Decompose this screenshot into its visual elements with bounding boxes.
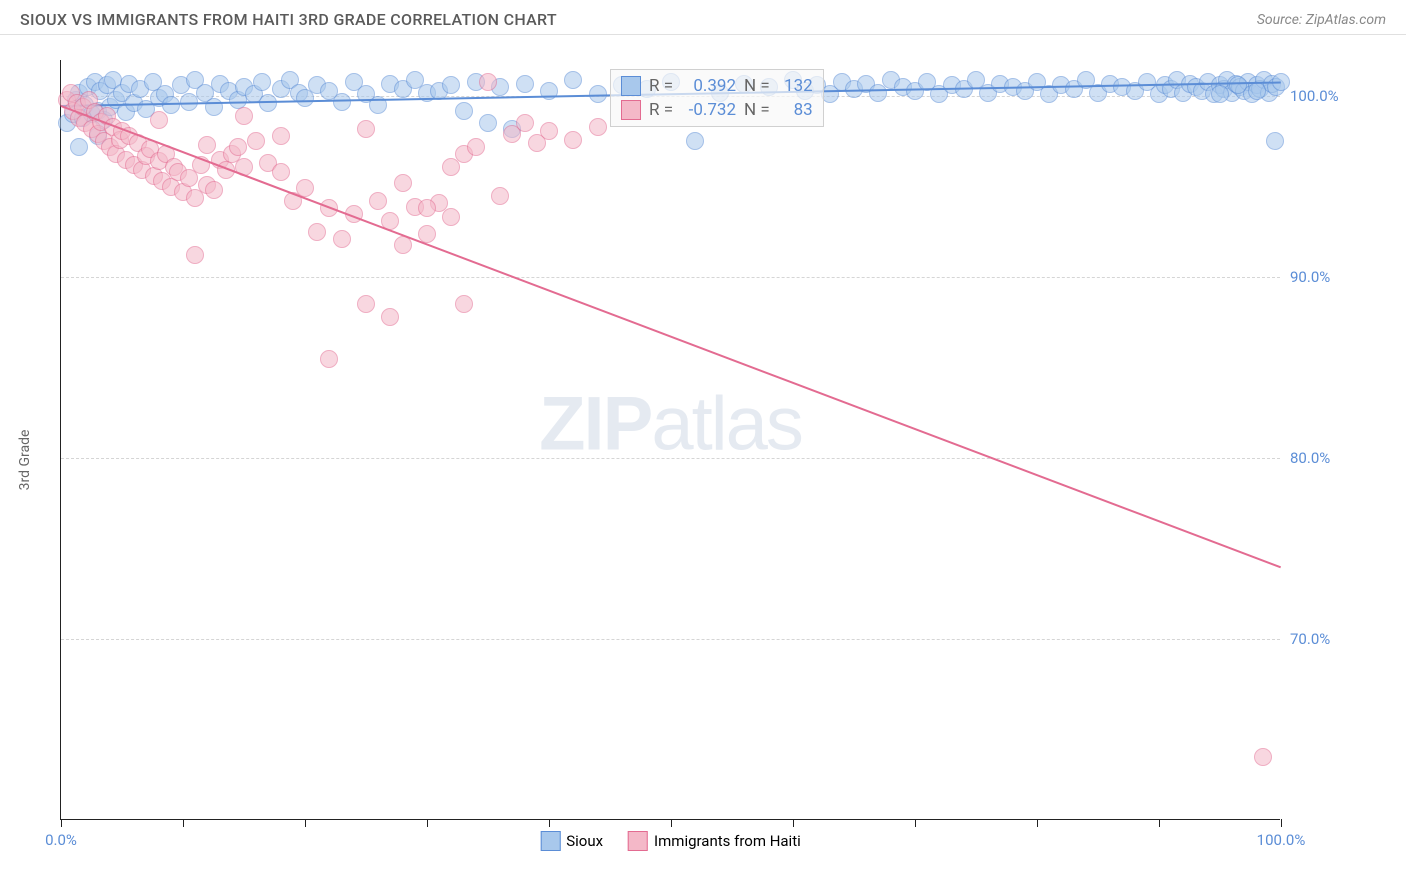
scatter-point	[589, 118, 607, 136]
scatter-point	[1229, 76, 1247, 94]
scatter-point	[198, 136, 216, 154]
scatter-point	[205, 98, 223, 116]
x-tick	[915, 819, 916, 827]
scatter-point	[564, 131, 582, 149]
trend-line	[61, 105, 1282, 568]
y-tick-label: 100.0%	[1290, 87, 1365, 105]
scatter-point	[418, 199, 436, 217]
y-tick-label: 80.0%	[1290, 449, 1365, 467]
legend-item-haiti: Immigrants from Haiti	[628, 831, 801, 851]
legend-label-haiti: Immigrants from Haiti	[654, 832, 801, 850]
stat-r-value: -0.732	[681, 100, 736, 120]
stat-n-value: 83	[778, 100, 813, 120]
scatter-point	[381, 308, 399, 326]
stat-n-label: N =	[744, 76, 770, 96]
scatter-point	[229, 138, 247, 156]
scatter-point	[442, 76, 460, 94]
stat-r-value: 0.392	[681, 76, 736, 96]
legend-item-sioux: Sioux	[540, 831, 603, 851]
chart-header: SIOUX VS IMMIGRANTS FROM HAITI 3RD GRADE…	[0, 0, 1406, 35]
watermark-zip: ZIP	[539, 382, 651, 467]
scatter-point	[455, 295, 473, 313]
x-tick	[793, 819, 794, 827]
stat-r-label: R =	[649, 76, 673, 96]
scatter-point	[516, 75, 534, 93]
watermark-atlas: atlas	[651, 382, 802, 467]
legend-label-sioux: Sioux	[566, 832, 603, 850]
chart-title: SIOUX VS IMMIGRANTS FROM HAITI 3RD GRADE…	[20, 10, 557, 29]
scatter-point	[272, 127, 290, 145]
scatter-point	[186, 246, 204, 264]
scatter-point	[442, 208, 460, 226]
x-tick	[549, 819, 550, 827]
scatter-point	[333, 230, 351, 248]
scatter-point	[235, 107, 253, 125]
scatter-point	[479, 73, 497, 91]
scatter-point	[150, 111, 168, 129]
scatter-point	[357, 120, 375, 138]
x-tick	[671, 819, 672, 827]
source-attribution: Source: ZipAtlas.com	[1257, 12, 1386, 28]
scatter-point	[1211, 85, 1229, 103]
scatter-point	[247, 132, 265, 150]
scatter-point	[308, 223, 326, 241]
x-tick-label: 0.0%	[45, 831, 77, 849]
y-tick-label: 90.0%	[1290, 268, 1365, 286]
x-tick	[305, 819, 306, 827]
x-tick	[1037, 819, 1038, 827]
x-tick	[1281, 819, 1282, 827]
scatter-point	[369, 192, 387, 210]
scatter-point	[1248, 82, 1266, 100]
scatter-point	[162, 96, 180, 114]
gridline	[61, 639, 1280, 640]
stats-row: R = -0.732 N = 83	[621, 98, 813, 122]
stats-swatch	[621, 100, 641, 120]
x-tick	[1159, 819, 1160, 827]
scatter-point	[70, 138, 88, 156]
scatter-point	[1254, 748, 1272, 766]
stats-swatch	[621, 76, 641, 96]
x-tick-label: 100.0%	[1257, 831, 1306, 849]
watermark: ZIPatlas	[539, 381, 802, 468]
x-tick	[183, 819, 184, 827]
scatter-point	[357, 295, 375, 313]
stat-r-label: R =	[649, 100, 673, 120]
scatter-point	[564, 71, 582, 89]
scatter-point	[516, 114, 534, 132]
scatter-point	[455, 102, 473, 120]
x-tick	[61, 819, 62, 827]
scatter-point	[540, 122, 558, 140]
stats-row: R = 0.392 N = 132	[621, 74, 813, 98]
gridline	[61, 277, 1280, 278]
scatter-point	[205, 181, 223, 199]
scatter-point	[272, 163, 290, 181]
scatter-point	[1266, 132, 1284, 150]
scatter-point	[394, 174, 412, 192]
legend-swatch-sioux	[540, 831, 560, 851]
legend-swatch-haiti	[628, 831, 648, 851]
gridline	[61, 458, 1280, 459]
y-tick-label: 70.0%	[1290, 630, 1365, 648]
stats-box: R = 0.392 N = 132 R = -0.732 N = 83	[610, 69, 824, 127]
x-tick	[427, 819, 428, 827]
chart-container: 3rd Grade ZIPatlas Sioux Immigrants from…	[0, 35, 1406, 885]
y-axis-label: 3rd Grade	[17, 430, 33, 491]
scatter-point	[467, 138, 485, 156]
scatter-point	[491, 187, 509, 205]
scatter-point	[253, 73, 271, 91]
plot-area: ZIPatlas Sioux Immigrants from Haiti 70.…	[60, 60, 1280, 820]
stat-n-label: N =	[744, 100, 770, 120]
scatter-point	[442, 158, 460, 176]
scatter-point	[320, 350, 338, 368]
stat-n-value: 132	[778, 76, 813, 96]
scatter-point	[259, 94, 277, 112]
scatter-point	[686, 132, 704, 150]
bottom-legend: Sioux Immigrants from Haiti	[540, 831, 801, 851]
scatter-point	[479, 114, 497, 132]
